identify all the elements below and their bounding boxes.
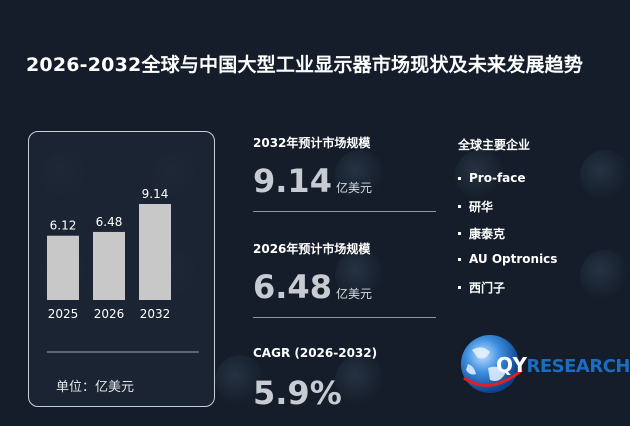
bullet-icon	[458, 176, 461, 180]
watermark-icon	[335, 355, 385, 405]
value-label-2032: 9.14	[142, 187, 169, 201]
watermark-icon	[215, 355, 265, 405]
watermark-icon	[455, 150, 505, 200]
company-item: AU Optronics	[458, 252, 557, 266]
category-label-2032: 2032	[140, 307, 171, 321]
divider	[253, 211, 436, 212]
company-name: 康泰克	[469, 227, 506, 241]
companies-title: 全球主要企业	[458, 138, 531, 152]
metric-label-cagr: CAGR (2026-2032)	[253, 346, 378, 360]
page-title: 2026-2032全球与中国大型工业显示器市场现状及未来发展趋势	[26, 54, 584, 76]
bullet-icon	[458, 257, 461, 261]
bullet-icon	[458, 286, 461, 289]
company-name: AU Optronics	[469, 252, 558, 266]
metric-unit: 亿美元	[335, 181, 372, 195]
watermark-icon	[335, 150, 385, 200]
value-label-2026: 6.48	[96, 215, 123, 229]
metric-value-2032: 9.14 亿美元	[253, 162, 372, 200]
company-name: 研华	[469, 200, 494, 214]
category-label-2026: 2026	[94, 307, 125, 321]
company-item: 研华	[458, 198, 493, 215]
globe-icon	[461, 335, 523, 393]
metric-value-cagr: 5.9%	[253, 374, 342, 412]
chart-card: 6.12 2025 6.48 2026 9.14 2032 单位：亿美元	[28, 131, 215, 407]
company-name: 西门子	[469, 281, 506, 295]
category-label-2025: 2025	[48, 307, 79, 321]
bar-2026	[93, 231, 125, 300]
value-label-2025: 6.12	[50, 219, 77, 233]
company-item: 康泰克	[458, 225, 505, 242]
metric-number: 9.14	[253, 162, 332, 200]
divider	[253, 317, 436, 318]
watermark-icon	[580, 250, 630, 300]
metric-label-2032: 2032年预计市场规模	[253, 136, 371, 150]
company-item: 西门子	[458, 279, 505, 296]
bar-2025	[47, 235, 79, 300]
logo-text: QYRESEARCH	[496, 353, 630, 377]
metric-value-2026: 6.48 亿美元	[253, 268, 372, 306]
metric-unit: 亿美元	[335, 287, 372, 301]
logo-q: QY	[496, 353, 527, 377]
metric-label-2026: 2026年预计市场规模	[253, 242, 371, 256]
bar-2032	[139, 204, 171, 300]
bullet-icon	[458, 232, 461, 235]
bar-chart: 6.12 2025 6.48 2026 9.14 2032	[47, 187, 199, 353]
company-item: Pro-face	[458, 171, 526, 185]
bullet-icon	[458, 205, 461, 208]
watermark-icon	[335, 250, 385, 300]
unit-label: 单位：亿美元	[56, 380, 135, 395]
company-name: Pro-face	[469, 171, 526, 185]
qyresearch-logo: QYRESEARCH	[458, 334, 630, 393]
metric-number: 5.9%	[253, 374, 342, 412]
metric-number: 6.48	[253, 268, 332, 306]
watermark-icon	[580, 150, 630, 200]
logo-research: RESEARCH	[526, 356, 630, 377]
